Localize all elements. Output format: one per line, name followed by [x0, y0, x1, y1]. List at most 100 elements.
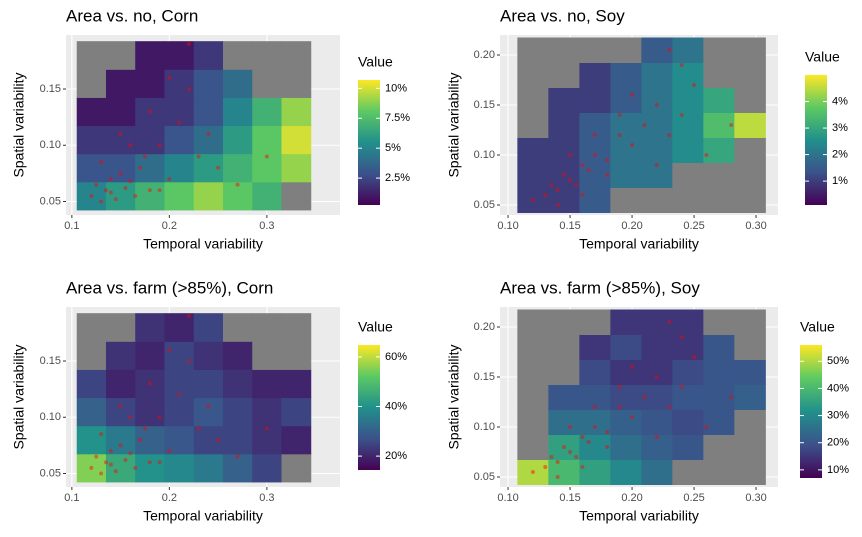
heat-cell — [579, 409, 611, 435]
x-tick-label: 0.20 — [621, 220, 642, 232]
point — [133, 465, 138, 470]
heat-cell — [641, 112, 673, 138]
point — [549, 183, 554, 187]
x-tick-label: 0.2 — [162, 492, 177, 504]
heat-cell — [641, 137, 673, 163]
heat-cell — [672, 359, 704, 385]
heat-cell — [76, 181, 107, 211]
na-cell — [703, 187, 735, 213]
heat-cell — [164, 313, 195, 342]
x-tick-label: 0.1 — [64, 492, 79, 504]
heat-cell — [734, 112, 766, 138]
point — [617, 113, 622, 117]
heat-cell — [193, 369, 224, 399]
colorbar — [805, 75, 827, 205]
point — [729, 395, 734, 399]
heat-cell — [579, 359, 611, 385]
heat-cell — [579, 137, 611, 163]
y-tick-label: 0.05 — [40, 467, 61, 479]
heat-cell — [734, 384, 766, 410]
heat-cell — [222, 153, 253, 183]
heat-cell — [252, 125, 282, 155]
point — [617, 405, 622, 409]
point — [264, 154, 269, 159]
heat-cell — [105, 125, 136, 155]
point — [580, 163, 585, 167]
heat-cell — [252, 181, 282, 211]
point — [592, 405, 597, 409]
heat-cell — [672, 384, 704, 410]
heat-cell — [517, 137, 549, 163]
colorbar-label: 4% — [832, 95, 848, 107]
heat-cell — [193, 153, 224, 183]
heat-cell — [672, 137, 704, 163]
heat-cell — [164, 425, 195, 455]
point — [118, 132, 123, 136]
point — [167, 75, 172, 80]
point — [642, 123, 647, 127]
point — [216, 165, 221, 170]
point — [99, 432, 104, 437]
heat-cell — [252, 153, 282, 183]
x-tick-label: 0.1 — [64, 220, 79, 232]
heat-cell — [703, 334, 735, 360]
heat-cell — [610, 309, 642, 335]
heat-cell — [164, 453, 195, 483]
x-tick-label: 0.3 — [259, 492, 274, 504]
heat-cell — [105, 341, 136, 370]
heat-cell — [164, 41, 195, 70]
y-tick-label: 0.05 — [474, 199, 495, 211]
na-cell — [76, 41, 107, 70]
point — [543, 193, 548, 197]
point — [679, 63, 684, 67]
heat-cell — [193, 41, 224, 70]
na-cell — [76, 341, 107, 370]
heat-cell — [548, 434, 580, 460]
x-tick-label: 0.25 — [683, 492, 704, 504]
x-tick-label: 0.30 — [745, 492, 766, 504]
colorbar-label: 40% — [827, 382, 849, 394]
heat-cell — [641, 359, 673, 385]
point — [555, 460, 560, 464]
heat-cell — [135, 41, 165, 70]
na-cell — [703, 434, 735, 460]
heat-cell — [252, 425, 282, 455]
x-tick-label: 0.15 — [559, 220, 580, 232]
colorbar-label: 10% — [827, 464, 849, 476]
na-cell — [703, 62, 735, 88]
na-cell — [734, 162, 766, 188]
point — [89, 465, 94, 470]
heat-cell — [193, 453, 224, 483]
heat-cell — [672, 434, 704, 460]
point — [605, 445, 610, 449]
heat-cell — [610, 62, 642, 88]
heat-cell — [76, 369, 107, 399]
heat-cell — [193, 69, 224, 98]
na-cell — [734, 434, 766, 460]
na-cell — [281, 341, 312, 370]
point — [654, 163, 659, 167]
point — [147, 460, 152, 465]
heat-cell — [252, 453, 282, 483]
point — [574, 455, 579, 459]
point — [196, 426, 201, 431]
heat-cell — [641, 87, 673, 113]
heat-cell — [610, 359, 642, 385]
point — [549, 455, 554, 459]
point — [264, 426, 269, 431]
point — [206, 132, 211, 136]
na-cell — [105, 313, 136, 342]
heat-cell — [135, 313, 165, 342]
point — [99, 199, 104, 204]
point — [704, 425, 709, 429]
heat-cell — [610, 384, 642, 410]
point — [580, 465, 585, 469]
heat-cell — [164, 341, 195, 370]
heat-cell — [105, 369, 136, 399]
point — [123, 186, 128, 190]
point — [654, 435, 659, 439]
y-axis-title: Spatial variability — [11, 344, 27, 449]
heat-cell — [703, 359, 735, 385]
y-tick-label: 0.10 — [474, 421, 495, 433]
heat-cell — [610, 162, 642, 188]
